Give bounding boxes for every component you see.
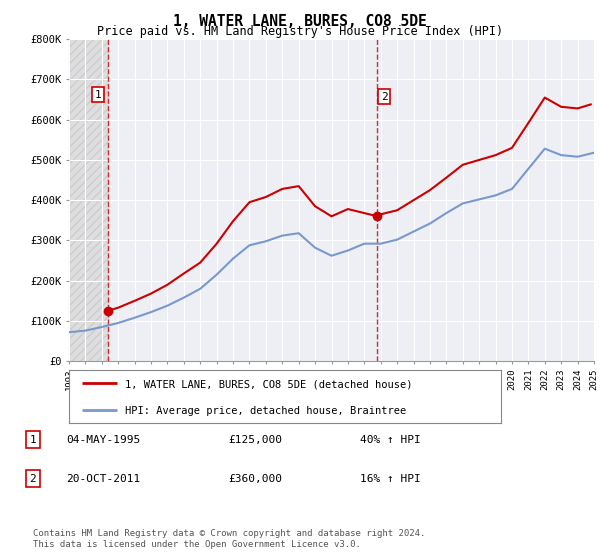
Text: 1, WATER LANE, BURES, CO8 5DE: 1, WATER LANE, BURES, CO8 5DE <box>173 14 427 29</box>
Text: Contains HM Land Registry data © Crown copyright and database right 2024.
This d: Contains HM Land Registry data © Crown c… <box>33 529 425 549</box>
Text: 16% ↑ HPI: 16% ↑ HPI <box>360 474 421 484</box>
Text: 1: 1 <box>29 435 37 445</box>
Text: £125,000: £125,000 <box>228 435 282 445</box>
Text: HPI: Average price, detached house, Braintree: HPI: Average price, detached house, Brai… <box>125 406 406 416</box>
Text: 1: 1 <box>94 90 101 100</box>
Text: 2: 2 <box>29 474 37 484</box>
Text: 40% ↑ HPI: 40% ↑ HPI <box>360 435 421 445</box>
Text: 2: 2 <box>381 92 388 101</box>
Text: 1, WATER LANE, BURES, CO8 5DE (detached house): 1, WATER LANE, BURES, CO8 5DE (detached … <box>125 380 413 390</box>
Text: Price paid vs. HM Land Registry's House Price Index (HPI): Price paid vs. HM Land Registry's House … <box>97 25 503 38</box>
Text: 20-OCT-2011: 20-OCT-2011 <box>66 474 140 484</box>
Text: £360,000: £360,000 <box>228 474 282 484</box>
Bar <box>69 39 107 361</box>
Text: 04-MAY-1995: 04-MAY-1995 <box>66 435 140 445</box>
Bar <box>69 39 107 361</box>
